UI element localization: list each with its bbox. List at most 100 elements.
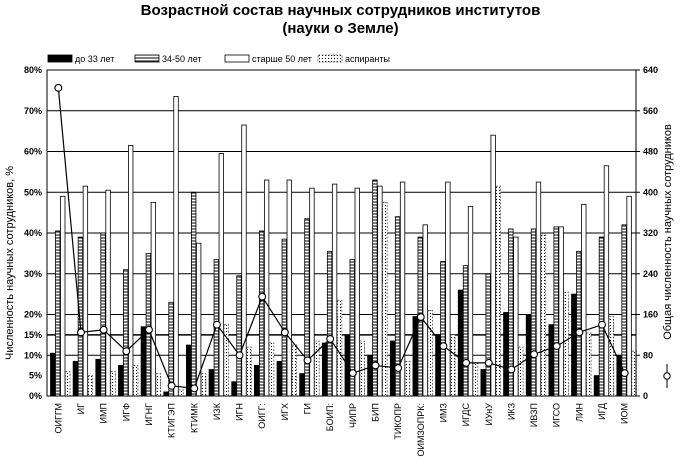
chart-title-line-1: Возрастной состав научных сотрудников ин…	[140, 2, 541, 19]
bar-34-50	[258, 230, 265, 397]
total-staff-point	[462, 358, 471, 367]
total-staff-point	[394, 364, 403, 372]
total-staff-point	[303, 356, 312, 365]
total-staff-point	[598, 320, 606, 329]
bar-under-33	[503, 312, 509, 397]
x-tick-label: ИМЗ	[438, 403, 448, 422]
total-staff-point	[212, 320, 221, 329]
bar-under-33	[525, 314, 532, 397]
total-staff-point	[552, 342, 561, 351]
x-tick-label: ИГД	[597, 403, 607, 420]
x-tick-label: ОИГГМ	[53, 403, 63, 434]
bar-under-33	[321, 342, 328, 397]
bar-postgrad	[404, 360, 411, 397]
total-staff-point	[144, 325, 153, 334]
bar-34-50	[123, 269, 129, 397]
bar-under-33	[435, 334, 441, 397]
legend-swatch	[317, 54, 343, 63]
bar-under-33	[571, 293, 577, 397]
bar-34-50	[55, 230, 61, 397]
total-staff-point	[439, 342, 448, 351]
bar-over-50	[422, 224, 428, 397]
legend-label: 34-50 лет	[162, 54, 202, 64]
total-staff-point	[348, 369, 357, 378]
total-staff-point	[54, 83, 63, 92]
bar-34-50	[576, 250, 582, 397]
y-tick-label: 60%	[24, 147, 42, 157]
bar-under-33	[72, 360, 79, 397]
bar-postgrad	[427, 310, 433, 397]
y-tick-label: 80%	[24, 65, 42, 75]
legend-label: старше 50 лет	[252, 54, 312, 64]
x-tick-label: БОИП:	[325, 403, 335, 431]
bar-postgrad	[495, 185, 501, 397]
bar-34-50	[462, 265, 469, 397]
x-tick-label: ИГФ	[121, 403, 131, 421]
x-tick-label: ИОМ	[620, 403, 630, 424]
x-tick-label: ИГДС	[461, 403, 471, 427]
y-tick-label: 20%	[24, 310, 42, 320]
chart-title: Возрастной состав научных сотрудников ин…	[0, 2, 681, 38]
total-staff-point	[326, 335, 335, 343]
bar-over-50	[558, 226, 564, 397]
bar-34-50	[236, 275, 242, 397]
total-staff-point	[507, 365, 516, 374]
x-tick-label: ИМП	[99, 403, 109, 423]
x-tick-label: ИУнУ	[484, 403, 494, 426]
x-tick-label: БИП	[370, 403, 380, 422]
y2-tick-label: 560	[643, 106, 658, 116]
bar-under-33	[253, 365, 260, 397]
total-staff-point	[416, 313, 425, 321]
bar-34-50	[281, 238, 287, 397]
bar-over-50	[467, 206, 474, 397]
bar-under-33	[118, 365, 124, 397]
x-tick-label: ИГХ	[280, 403, 290, 420]
bar-under-33	[548, 324, 554, 397]
bar-over-50	[286, 179, 292, 397]
bar-over-50	[309, 187, 315, 397]
bar-34-50	[485, 273, 491, 397]
bar-postgrad	[631, 350, 637, 397]
bar-postgrad	[110, 371, 116, 397]
total-staff-point	[575, 328, 584, 337]
legend-swatch	[47, 54, 73, 63]
bar-34-50	[145, 252, 152, 397]
bar-over-50	[445, 181, 451, 397]
x-tick-label: ИГ	[76, 403, 86, 414]
bar-over-50	[128, 144, 134, 397]
bar-under-33	[480, 369, 486, 397]
y-tick-label: 10%	[24, 350, 42, 360]
bar-postgrad	[155, 373, 162, 397]
y2-tick-label: 80	[643, 350, 653, 360]
y-tick-label: 0%	[29, 391, 42, 401]
bar-34-50	[100, 232, 106, 397]
bar-over-50	[490, 134, 496, 397]
total-staff-point	[122, 347, 131, 356]
bar-postgrad	[563, 291, 569, 397]
legend-swatch	[224, 54, 250, 63]
bar-postgrad	[472, 362, 479, 397]
bar-postgrad	[201, 373, 207, 397]
bar-34-50	[304, 218, 310, 397]
bar-postgrad	[178, 389, 184, 397]
y-tick-label: 40%	[24, 228, 42, 238]
bar-postgrad	[336, 299, 343, 397]
chart-title-line-2: (науки о Земле)	[282, 20, 399, 37]
axes: 0% 5% 10% 15% 20% 30% 40% 50% 60% 70% 80% 0 80 160 240…	[4, 65, 674, 457]
total-staff-polyline	[57, 87, 626, 390]
bar-under-33	[208, 369, 214, 397]
total-staff-point	[530, 350, 539, 359]
bar-over-50	[263, 179, 270, 397]
y-axis-label: Численность научных сотрудников, %	[4, 166, 16, 360]
y2-tick-label: 400	[643, 187, 658, 197]
x-tick-label: ЧИПР	[348, 403, 358, 428]
bar-under-33	[231, 381, 237, 397]
legend-label: аспиранты	[345, 54, 390, 64]
bars	[50, 96, 637, 397]
x-tick-label: ТИКОПР	[393, 403, 403, 440]
bar-postgrad	[268, 342, 275, 397]
x-tick-label: ИГСО	[552, 403, 562, 427]
bar-over-50	[535, 181, 542, 397]
bar-postgrad	[518, 346, 524, 397]
